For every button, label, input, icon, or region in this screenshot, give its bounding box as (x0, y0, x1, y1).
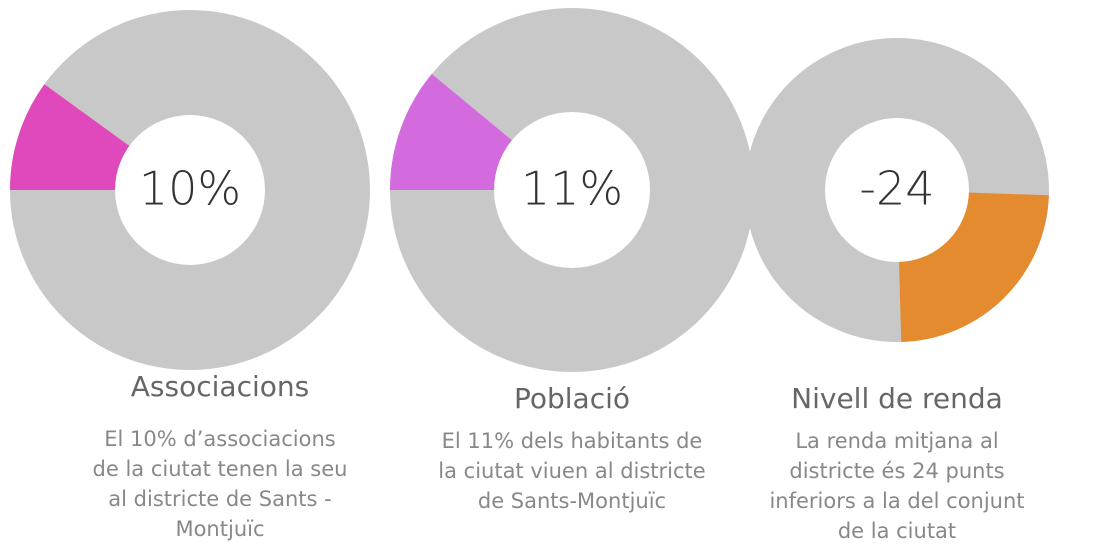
card-title: Nivell de renda (791, 382, 1003, 415)
center-label: 10% (139, 162, 241, 216)
card-description: de la ciutat tenen la seu (93, 457, 348, 481)
card-description: La renda mitjana al (795, 429, 998, 453)
card-title: Associacions (131, 370, 309, 403)
card-description: al districte de Sants - (108, 487, 331, 511)
donut-hole (115, 115, 265, 265)
card-description: de la ciutat (838, 519, 956, 543)
card-description: de Sants-Montjuïc (478, 489, 666, 513)
card-description: districte és 24 punts (789, 459, 1004, 483)
card-title: Població (514, 382, 630, 415)
donut-hole (825, 118, 969, 262)
donut-hole (494, 112, 650, 268)
card-description: El 11% dels habitants de (442, 429, 703, 453)
center-label: 11% (521, 162, 623, 216)
card-description: inferiors a la del conjunt (769, 489, 1024, 513)
card-description: Montjuïc (175, 517, 264, 541)
center-label: -24 (859, 162, 934, 216)
card-description: la ciutat viuen al districte (438, 459, 705, 483)
card-description: El 10% d’associacions (104, 427, 335, 451)
